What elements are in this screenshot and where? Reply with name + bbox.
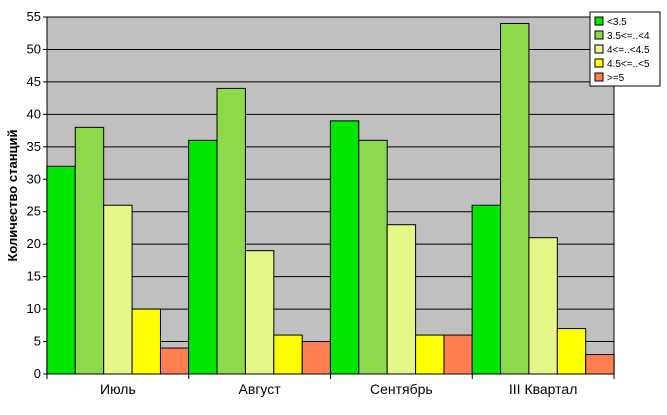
legend-label: >=5: [607, 73, 625, 84]
legend-label: 4<=..<4.5: [607, 45, 650, 56]
legend-label: 4.5<=..<5: [607, 59, 650, 70]
y-tick-label: 50: [27, 41, 41, 56]
bar: [528, 237, 558, 375]
y-tick-label: 30: [27, 171, 41, 186]
y-tick-label: 5: [34, 334, 41, 349]
y-axis-label: Количество станций: [5, 129, 20, 261]
legend-label: 3.5<=..<4: [607, 31, 650, 42]
bar: [103, 204, 133, 375]
bar: [500, 22, 530, 375]
bars-group: [46, 22, 615, 375]
bar: [585, 354, 615, 375]
axes: [46, 16, 615, 379]
y-tick-label: 45: [27, 74, 41, 89]
x-category-label: Июль: [100, 381, 136, 397]
legend-label: <3.5: [607, 17, 627, 28]
y-tick-label: 40: [27, 106, 41, 121]
legend: <3.5 3.5<=..<4 4<=..<4.5 4.5<=..<5 >=5: [589, 11, 661, 87]
x-category-label: III Квартал: [509, 381, 577, 397]
y-tick-label: 20: [27, 236, 41, 251]
bar: [556, 328, 587, 375]
y-tick-label: 55: [27, 9, 41, 24]
x-category-label: Сентябрь: [370, 381, 433, 397]
bar: [46, 165, 76, 375]
bar: [188, 139, 218, 375]
y-tick-label: 25: [27, 204, 41, 219]
bar: [159, 347, 190, 375]
bar: [244, 250, 275, 375]
bar: [131, 308, 161, 375]
legend-swatch: [594, 58, 604, 68]
legend-swatch: [594, 44, 604, 54]
bar: [471, 204, 502, 375]
x-category-labels: Июль Август Сентябрь III Квартал: [100, 381, 577, 397]
bar: [443, 334, 473, 375]
bar: [273, 334, 303, 375]
y-tick-label: 10: [27, 301, 41, 316]
y-tick-label: 15: [27, 269, 41, 284]
y-tick-label: 0: [34, 366, 41, 381]
bar: [74, 126, 105, 375]
legend-swatch: [594, 16, 604, 26]
x-category-label: Август: [239, 381, 282, 397]
y-tick-label: 35: [27, 139, 41, 154]
legend-swatch: [594, 30, 604, 40]
bar: [216, 87, 246, 375]
bar: [301, 341, 332, 375]
bar: [386, 224, 417, 375]
y-tick-labels: 0 5 10 15 20 25 30 35 40 45 50 55: [27, 9, 41, 381]
bar: [358, 139, 388, 375]
bar: [329, 120, 360, 375]
bar: [415, 334, 445, 375]
legend-swatch: [594, 72, 604, 82]
